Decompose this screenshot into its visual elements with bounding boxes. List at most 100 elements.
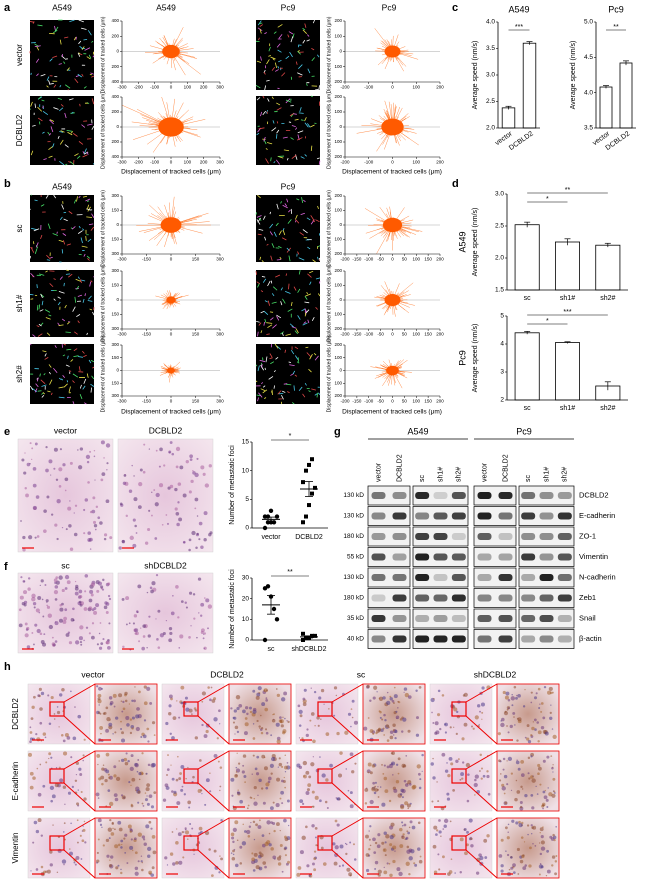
- row-label: sh1#: [15, 294, 24, 312]
- tissue-cell: [511, 694, 513, 696]
- tissue-cell: [138, 482, 143, 487]
- cell-track: [266, 111, 269, 114]
- tissue-cell: [65, 633, 70, 637]
- x-tick-label: -100: [364, 332, 374, 337]
- tissue-cell: [155, 574, 159, 577]
- tissue-cell: [524, 794, 528, 798]
- tissue-cell: [151, 866, 155, 870]
- tissue-cell: [530, 775, 534, 779]
- tissue-cell: [276, 693, 281, 698]
- cell-track: [266, 333, 270, 335]
- tissue-cell: [194, 709, 198, 712]
- tissue-cell: [181, 830, 184, 834]
- tissue-cell: [255, 772, 260, 776]
- column-header: vector: [81, 669, 104, 679]
- cell-track: [262, 95, 265, 99]
- y-tick-label: 2.0: [486, 125, 495, 132]
- y-tick-label: 4: [500, 341, 504, 348]
- tissue-cell: [90, 593, 94, 597]
- x-tick-label: sc: [268, 646, 276, 653]
- x-tick-label: 200: [436, 160, 444, 165]
- cell-track: [57, 301, 61, 306]
- tissue-cell: [375, 731, 378, 735]
- zoom-line: [465, 782, 498, 812]
- cell-track: [295, 214, 298, 220]
- blot-band: [392, 492, 407, 499]
- tissue-cell: [389, 730, 394, 734]
- tissue-cell: [506, 853, 510, 857]
- cell-track: [263, 71, 266, 75]
- tissue-cell: [192, 775, 195, 779]
- cell-track: [266, 322, 273, 324]
- cell-track: [62, 375, 65, 378]
- tissue-cell: [526, 737, 530, 741]
- cell-track: [285, 273, 288, 276]
- cell-track: [317, 256, 319, 260]
- tissue-cell: [297, 704, 301, 708]
- blot-band: [392, 533, 407, 540]
- tissue-cell: [384, 789, 389, 794]
- tissue-cell: [314, 836, 317, 839]
- cell-track: [79, 103, 81, 107]
- tissue-cell: [376, 788, 380, 791]
- cell-track: [59, 216, 63, 221]
- cell-track: [37, 117, 43, 122]
- cell-track: [83, 38, 88, 41]
- tissue-cell: [507, 731, 510, 734]
- cell-track: [62, 354, 66, 357]
- tissue-cell: [82, 759, 84, 762]
- tissue-image: [161, 817, 225, 879]
- cell-track: [271, 96, 274, 100]
- cell-track: [88, 223, 94, 226]
- tissue-cell: [96, 859, 100, 863]
- tissue-image: [27, 683, 91, 745]
- tissue-cell: [369, 771, 373, 775]
- cell-track: [75, 75, 80, 77]
- cell-track: [300, 119, 304, 121]
- tissue-cell: [27, 587, 31, 591]
- cell-track: [83, 86, 87, 89]
- tissue-cell: [532, 825, 537, 830]
- tissue-cell: [49, 785, 55, 791]
- tissue-cell: [218, 709, 221, 713]
- tissue-cell: [69, 547, 74, 551]
- cell-track: [38, 304, 41, 310]
- cell-track: [318, 85, 320, 90]
- cell-track: [74, 331, 78, 335]
- tissue-cell: [163, 464, 166, 467]
- tissue-cell: [258, 725, 261, 728]
- tissue-cell: [123, 837, 126, 840]
- tissue-cell: [265, 728, 268, 731]
- cell-track: [295, 61, 298, 65]
- tissue-cell: [326, 807, 329, 810]
- tissue-cell: [147, 740, 150, 743]
- cell-track: [78, 141, 84, 145]
- tissue-cell: [153, 489, 156, 491]
- tissue-cell: [444, 731, 448, 734]
- cell-track: [49, 83, 54, 85]
- tissue-cell: [444, 722, 448, 727]
- lane-label: sh2#: [562, 467, 569, 482]
- zoom-line: [465, 715, 498, 745]
- blot-band: [477, 594, 492, 602]
- cell-track: [276, 43, 281, 48]
- tissue-cell: [200, 830, 203, 834]
- tissue-cell: [236, 839, 239, 842]
- tissue-cell: [124, 852, 127, 854]
- tissue-cell: [252, 689, 256, 693]
- tissue-cell: [319, 756, 321, 758]
- tissue-cell: [279, 797, 282, 800]
- cell-track: [78, 52, 81, 55]
- tissue-cell: [385, 724, 390, 728]
- tissue-cell: [372, 696, 376, 700]
- cell-track: [49, 119, 54, 125]
- blot-box: [367, 485, 411, 506]
- tissue-cell: [533, 718, 537, 722]
- tissue-cell: [189, 454, 193, 459]
- tissue-cell: [62, 831, 65, 833]
- tissue-cell: [146, 783, 151, 787]
- tissue-cell: [141, 802, 144, 805]
- x-tick-label: sh2#: [600, 405, 615, 412]
- cell-track: [298, 386, 303, 392]
